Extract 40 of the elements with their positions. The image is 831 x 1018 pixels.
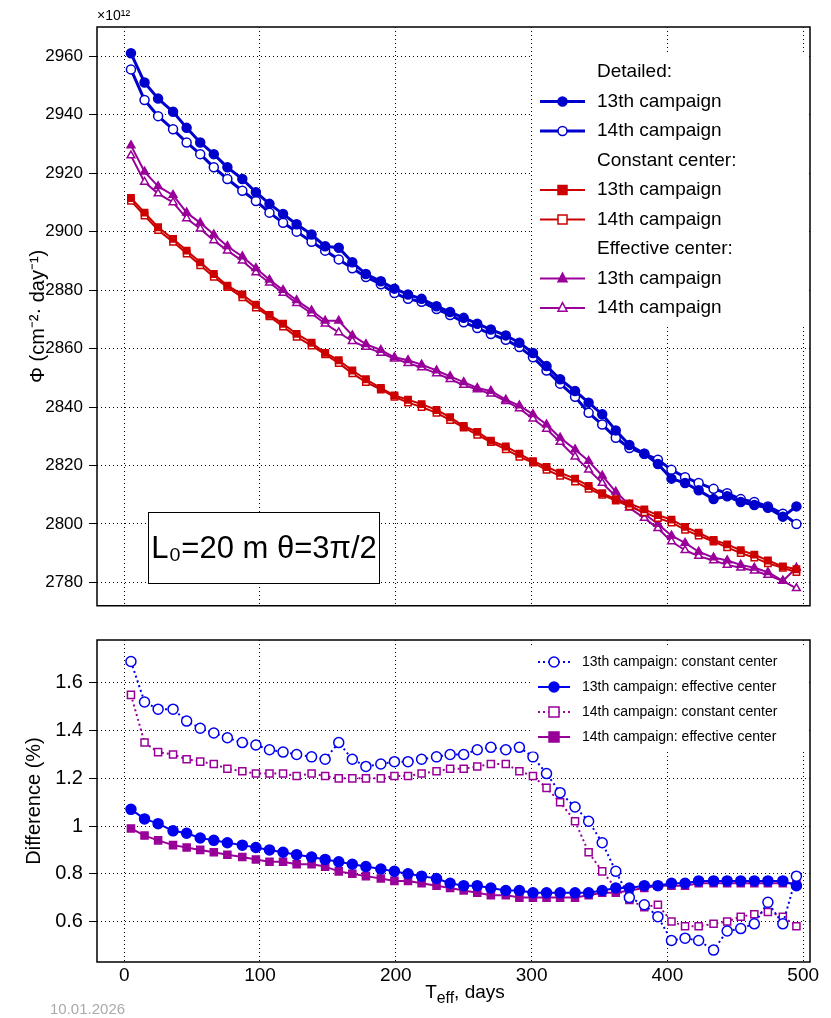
y-tick-label: 2780	[45, 572, 83, 592]
y-tick-label: 2960	[45, 45, 83, 65]
legend-label: 13th campaign	[597, 89, 722, 111]
legend-label: 13th campaign: constant center	[582, 652, 778, 669]
legend-label: 13th campaign	[597, 266, 722, 288]
y-tick-label: 1.4	[55, 718, 83, 741]
x-tick-label: 100	[244, 963, 276, 985]
y-tick-label: 1.2	[55, 765, 83, 788]
y-axis-title: Difference (%)	[21, 737, 44, 865]
x-tick-label: 400	[651, 963, 684, 985]
legend-label: 14th campaign	[597, 119, 722, 141]
x-tick-label: 200	[379, 963, 412, 985]
text: ×10¹²	[97, 6, 131, 23]
annotation: Effective center:	[597, 237, 733, 259]
y-tick-label: 2920	[45, 162, 83, 182]
legend-label: 13th campaign	[597, 178, 722, 200]
y-tick-label: 0.8	[55, 861, 83, 884]
y-tick-label: 2800	[45, 513, 83, 533]
y-axis-title: Φ (cm⁻²· day⁻¹)	[25, 249, 48, 384]
legend-label: 14th campaign: constant center	[582, 702, 778, 719]
x-axis-title: T$_{eff}$, days	[425, 981, 505, 1006]
y-tick-label: 2840	[45, 396, 83, 416]
x-tick-label: 500	[787, 963, 820, 985]
legend-label: 14th campaign: effective center	[582, 727, 777, 744]
x-tick-label: 0	[118, 963, 130, 985]
y-tick-label: 2940	[45, 104, 83, 124]
legend-label: 14th campaign	[597, 207, 722, 229]
y-tick-label: 2900	[45, 221, 83, 241]
y-tick-label: 2820	[45, 455, 83, 475]
y-tick-label: 0.6	[55, 908, 83, 931]
y-tick-label: 1	[71, 813, 83, 836]
y-tick-label: 1.6	[55, 670, 83, 693]
annotation: Detailed:	[597, 60, 672, 82]
legend-label: 13th campaign: effective center	[582, 677, 777, 694]
x-tick-label: 300	[515, 963, 548, 985]
annotation: Constant center:	[597, 148, 737, 170]
y-tick-label: 2880	[45, 279, 83, 299]
text: 10.01.2026	[50, 1000, 126, 1017]
legend-label: 14th campaign	[597, 296, 722, 318]
annotation: L₀=20 m θ=3π/2	[148, 512, 380, 584]
